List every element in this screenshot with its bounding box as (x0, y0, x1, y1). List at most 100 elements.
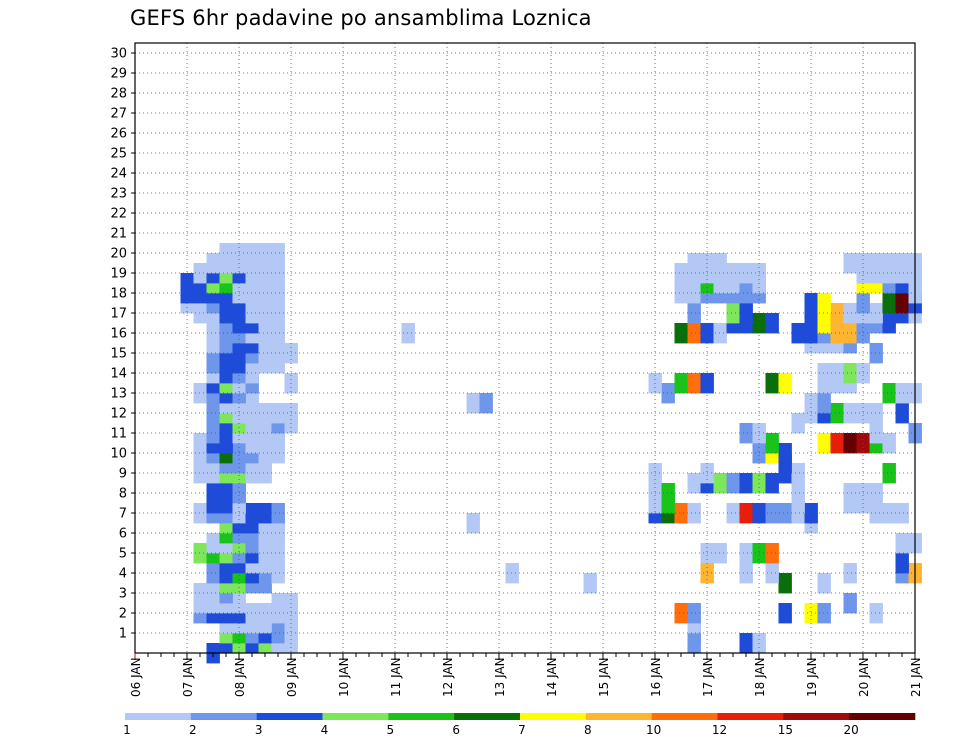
legend-label: 4 (321, 723, 329, 737)
heatmap-cell (843, 563, 857, 584)
heatmap-cell (245, 503, 259, 524)
heatmap-cell (765, 503, 779, 524)
heatmap-cell (271, 243, 285, 264)
heatmap-cell (713, 253, 727, 274)
heatmap-cell (765, 543, 779, 564)
heatmap-cell (882, 253, 896, 274)
heatmap-cell (843, 593, 857, 614)
y-tick-label: 4 (119, 567, 127, 582)
heatmap-cell (258, 403, 272, 424)
heatmap-cell (661, 383, 675, 404)
heatmap-cell (206, 403, 220, 424)
heatmap-cell (687, 373, 701, 394)
heatmap-cell (219, 243, 233, 264)
legend-swatch (322, 713, 389, 720)
y-tick-label: 13 (110, 387, 127, 402)
heatmap-cell (505, 563, 519, 584)
y-tick-label: 16 (110, 327, 127, 342)
y-tick-label: 28 (110, 87, 127, 102)
y-tick-label: 2 (119, 607, 127, 622)
y-tick-label: 7 (119, 507, 127, 522)
heatmap-cell (674, 603, 688, 624)
legend-label: 3 (255, 723, 263, 737)
legend-swatch (849, 713, 916, 720)
x-tick-label: 11 JAN (389, 657, 403, 697)
y-tick-label: 24 (110, 167, 127, 182)
legend-label: 8 (584, 723, 592, 737)
heatmap-cell (817, 393, 831, 414)
heatmap-cell (739, 503, 753, 524)
x-tick-label: 16 JAN (649, 657, 663, 697)
heatmap-cell (843, 253, 857, 274)
y-tick-label: 8 (119, 487, 127, 502)
heatmap-cell (193, 433, 207, 454)
y-tick-label: 27 (110, 107, 127, 122)
x-tick-label: 10 JAN (337, 657, 351, 697)
heatmap-cell (739, 473, 753, 494)
legend-label: 1 (123, 723, 131, 737)
heatmap-cell (895, 293, 909, 314)
heatmap-cell (271, 623, 285, 644)
heatmap-cell (778, 443, 792, 464)
heatmap-cell (258, 243, 272, 264)
legend-label: 20 (844, 723, 859, 737)
y-tick-label: 25 (110, 147, 127, 162)
heatmap-cell (830, 403, 844, 424)
heatmap-cell (817, 603, 831, 624)
x-tick-label: 19 JAN (805, 657, 819, 697)
heatmap-cell (739, 423, 753, 444)
heatmap-cell (765, 313, 779, 334)
heatmap-cell (765, 433, 779, 454)
heatmap-cell (258, 603, 272, 624)
y-tick-label: 5 (119, 547, 127, 562)
x-tick-label: 08 JAN (233, 657, 247, 697)
heatmap-cell (245, 393, 259, 414)
heatmap-cell (193, 543, 207, 564)
x-tick-label: 13 JAN (493, 657, 507, 697)
legend-swatch (783, 713, 850, 720)
heatmap-cell (739, 263, 753, 284)
heatmap-cell (843, 303, 857, 324)
heatmap-cell (726, 263, 740, 284)
y-tick-label: 30 (110, 47, 127, 62)
heatmap-cell (843, 363, 857, 384)
heatmap-cell (791, 483, 805, 504)
x-tick-label: 14 JAN (545, 657, 559, 697)
x-tick-label: 20 JAN (857, 657, 871, 697)
y-tick-label: 6 (119, 527, 127, 542)
heatmap-cell (882, 383, 896, 404)
heatmap-cell (687, 303, 701, 324)
heatmap-cell (466, 513, 480, 534)
heatmap-cell (479, 393, 493, 414)
legend-swatch (585, 713, 652, 720)
x-tick-label: 07 JAN (181, 657, 195, 697)
legend-label: 15 (778, 723, 793, 737)
heatmap-cell (791, 413, 805, 434)
heatmap-cell (895, 253, 909, 274)
heatmap-cell (713, 543, 727, 564)
heatmap-cell (271, 553, 285, 574)
heatmap-cell (778, 603, 792, 624)
legend-label: 10 (646, 723, 661, 737)
heatmap-cell (830, 433, 844, 454)
heatmap-cell (817, 293, 831, 314)
heatmap-cell (869, 403, 883, 424)
heatmap-cell (726, 473, 740, 494)
heatmap-cell (765, 563, 779, 584)
y-tick-label: 3 (119, 587, 127, 602)
heatmap-cell (765, 373, 779, 394)
x-tick-label: 12 JAN (441, 657, 455, 697)
heatmap-cell (791, 323, 805, 344)
y-tick-label: 12 (110, 407, 127, 422)
heatmap-cell (726, 303, 740, 324)
heatmap-cell (869, 303, 883, 324)
heatmap-cell (206, 533, 220, 554)
legend-label: 2 (189, 723, 197, 737)
heatmap-cell (193, 383, 207, 404)
heatmap-cell (895, 503, 909, 524)
heatmap-cell (193, 503, 207, 524)
heatmap-cell (674, 323, 688, 344)
y-tick-label: 20 (110, 247, 127, 262)
legend-swatch (125, 713, 192, 720)
y-tick-label: 19 (110, 267, 127, 282)
